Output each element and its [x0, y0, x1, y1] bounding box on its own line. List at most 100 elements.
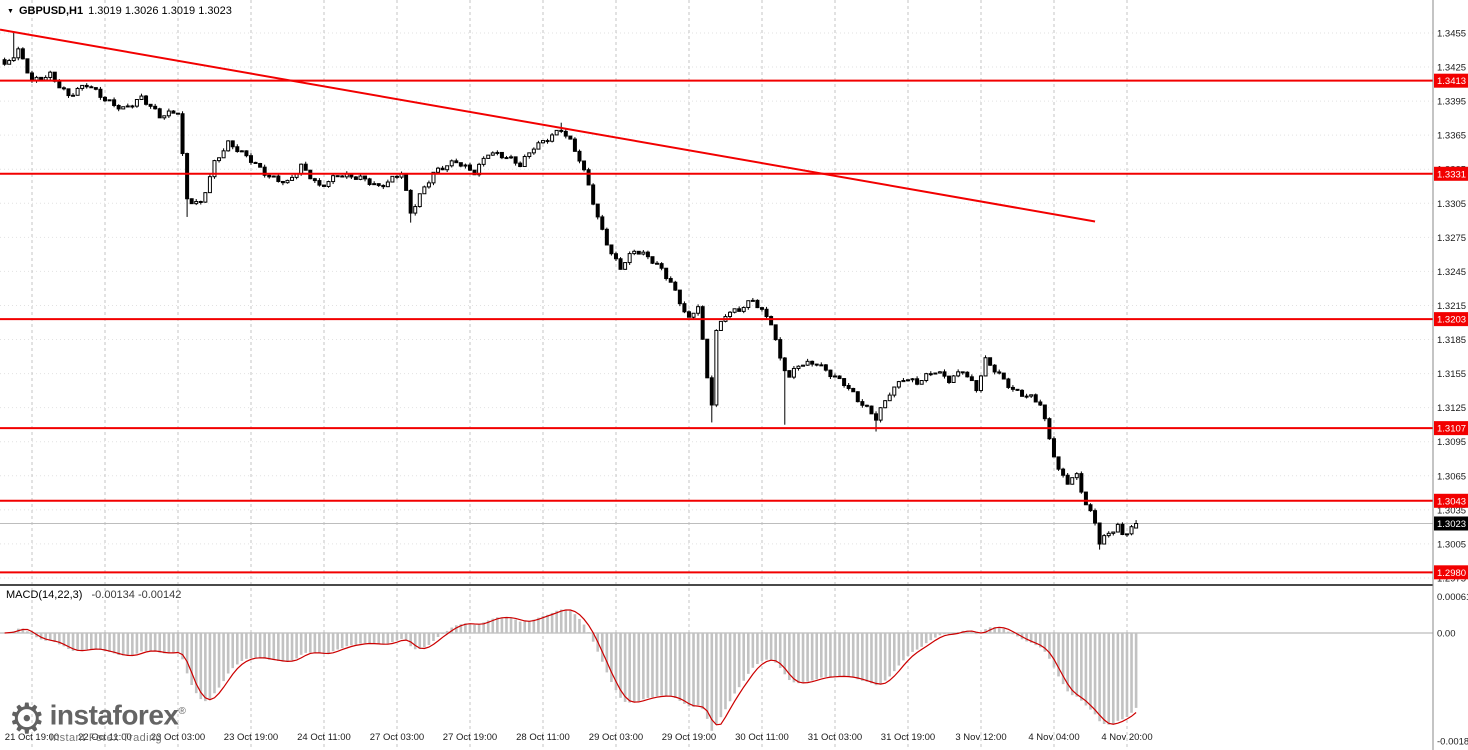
- candle-body: [559, 129, 564, 132]
- macd-bar: [742, 633, 746, 681]
- macd-bar: [158, 633, 162, 653]
- price-tick-label: 1.3275: [1437, 233, 1466, 244]
- candle-body: [312, 178, 317, 182]
- candle-body: [16, 48, 21, 59]
- candle-body: [937, 371, 942, 374]
- macd-bar: [879, 633, 882, 684]
- candle-body: [709, 377, 714, 406]
- macd-bar: [1098, 633, 1101, 722]
- candle-body: [157, 108, 162, 119]
- candle-body: [823, 364, 828, 371]
- candle-body: [139, 95, 144, 100]
- macd-bar: [254, 633, 257, 658]
- candle-body: [837, 375, 842, 380]
- candle-body: [20, 48, 25, 60]
- macd-bar: [85, 633, 89, 650]
- candle-body: [741, 306, 746, 312]
- indicator-values-text: -0.00134 -0.00142: [91, 589, 182, 601]
- macd-bar: [213, 633, 216, 694]
- candle-body: [93, 87, 98, 90]
- candle-body: [810, 360, 815, 365]
- candle-body: [796, 365, 801, 369]
- candle-body: [1079, 473, 1084, 493]
- macd-bar: [491, 618, 495, 633]
- macd-bar: [208, 633, 212, 699]
- macd-bar: [829, 633, 832, 677]
- macd-bar: [308, 633, 312, 653]
- candle-body: [436, 167, 441, 173]
- candle-body: [905, 379, 910, 382]
- macd-bar: [733, 633, 736, 694]
- macd-bar: [970, 631, 974, 633]
- macd-bar: [194, 633, 198, 694]
- macd-bar: [1102, 633, 1106, 725]
- macd-bar: [76, 633, 79, 651]
- macd-bar: [505, 617, 508, 633]
- price-tick-label: 1.3425: [1437, 63, 1466, 74]
- macd-bar: [911, 633, 914, 652]
- candle-body: [130, 105, 135, 108]
- macd-bar: [906, 633, 910, 656]
- macd-bar: [943, 633, 946, 635]
- candle-body: [1083, 491, 1088, 506]
- candle-body: [819, 364, 824, 367]
- price-tick-label: 1.3395: [1437, 97, 1466, 108]
- indicator-label: MACD(14,22,3) -0.00134 -0.00142: [6, 589, 181, 601]
- candle-body: [61, 87, 66, 90]
- macd-bar: [62, 633, 66, 647]
- macd-bar: [112, 633, 116, 654]
- macd-bar: [715, 633, 718, 725]
- price-tick-label: 1.3125: [1437, 403, 1466, 414]
- candle-body: [992, 364, 997, 373]
- macd-bar: [1048, 633, 1051, 659]
- candle-body: [978, 375, 983, 392]
- candle-body: [933, 372, 938, 375]
- macd-bar: [1025, 633, 1028, 642]
- candle-body: [504, 157, 509, 160]
- candle-body: [582, 160, 587, 171]
- macd-bar: [632, 633, 636, 702]
- macd-bar: [892, 633, 896, 672]
- level-badge: [1434, 565, 1468, 580]
- candle-body: [536, 142, 541, 150]
- macd-bar: [441, 633, 444, 635]
- macd-bar: [769, 633, 773, 660]
- macd-bar: [810, 633, 814, 681]
- macd-bar: [331, 633, 335, 652]
- candle-body: [486, 154, 491, 159]
- time-label: 29 Oct 19:00: [662, 732, 716, 743]
- candle-body: [960, 371, 965, 374]
- macd-axis-label: -0.0018: [1437, 737, 1468, 748]
- macd-bar: [386, 633, 390, 644]
- macd-bar: [532, 619, 536, 633]
- macd-bar: [851, 633, 855, 678]
- macd-bar: [482, 622, 485, 633]
- candle-body: [718, 320, 723, 331]
- macd-bar: [263, 633, 266, 659]
- time-label: 29 Oct 03:00: [589, 732, 643, 743]
- candle-body: [1024, 395, 1029, 398]
- candle-body: [71, 94, 76, 97]
- macd-bar: [765, 633, 768, 660]
- candle-body: [956, 371, 961, 377]
- symbol-dropdown-icon[interactable]: ▼: [7, 7, 14, 15]
- macd-bar: [454, 625, 458, 633]
- macd-bar: [176, 633, 180, 653]
- macd-bar: [1034, 633, 1038, 646]
- candle-body: [1001, 372, 1006, 380]
- candle-body: [84, 84, 89, 88]
- candle-body: [1065, 474, 1070, 485]
- candle-body: [353, 176, 358, 180]
- candle-body: [66, 88, 71, 97]
- candle-body: [924, 373, 929, 382]
- macd-bar: [144, 633, 148, 652]
- macd-bar: [58, 633, 61, 645]
- macd-bar: [783, 633, 787, 675]
- candle-body: [481, 157, 486, 165]
- candle-body: [750, 299, 755, 302]
- current-price-badge-text: 1.3023: [1437, 519, 1466, 530]
- candle-body: [513, 156, 518, 164]
- candle-body: [947, 375, 952, 383]
- macd-bar: [642, 633, 645, 700]
